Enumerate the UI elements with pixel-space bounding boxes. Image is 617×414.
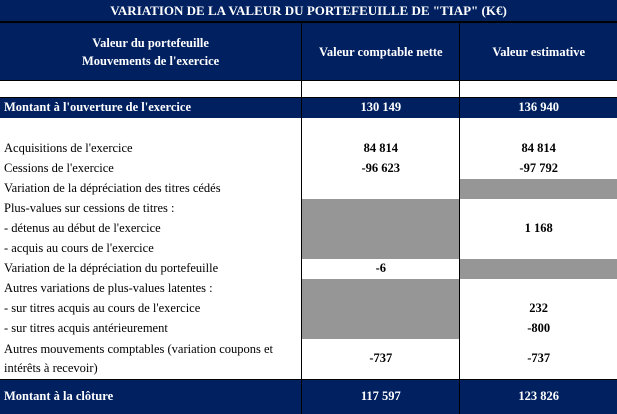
row-label: Acquisitions de l'exercice <box>4 141 133 155</box>
table-row: - détenus au début de l'exercice 1 168 <box>0 218 617 239</box>
table-row: - sur titres acquis au cours de l'exerci… <box>0 298 617 319</box>
row-ve: 1 168 <box>459 218 617 239</box>
shaded-cell <box>301 278 460 339</box>
shaded-cell <box>459 178 617 199</box>
header-col2: Valeur comptable nette <box>301 22 460 81</box>
shaded-cell <box>301 198 460 259</box>
row-vcn: 84 814 <box>301 138 460 159</box>
table-title: VARIATION DE LA VALEUR DU PORTEFEUILLE D… <box>0 0 617 23</box>
row-label: Plus-values sur cessions de titres : <box>4 201 175 215</box>
opening-row: Montant à l'ouverture de l'exercice 130 … <box>0 97 617 118</box>
closing-row: Montant à la clôture 117 597 123 826 <box>0 379 617 414</box>
row-label: Variation de la dépréciation des titres … <box>4 181 221 195</box>
table-row: Autres variations de plus-values latente… <box>0 278 617 339</box>
opening-vcn: 130 149 <box>301 97 460 118</box>
header-row: Valeur du portefeuille Mouvements de l'ex… <box>0 22 617 81</box>
row-ve: 84 814 <box>459 138 617 159</box>
table-row: Variation de la dépréciation des titres … <box>0 178 617 199</box>
table-row: - acquis au cours de l'exercice <box>0 238 617 259</box>
header-col1-line1: Valeur du portefeuille <box>92 35 209 50</box>
shaded-cell <box>459 258 617 279</box>
closing-vcn: 117 597 <box>301 379 460 414</box>
blank-row <box>0 80 617 98</box>
row-vcn: -6 <box>301 258 460 279</box>
table-title-row: VARIATION DE LA VALEUR DU PORTEFEUILLE D… <box>0 0 617 23</box>
header-col3: Valeur estimative <box>459 22 617 81</box>
row-ve <box>459 198 617 219</box>
closing-label: Montant à la clôture <box>0 379 302 414</box>
row-label: Autres variations de plus-values latente… <box>4 281 213 295</box>
row-label: - sur titres acquis au cours de l'exerci… <box>4 301 201 315</box>
row-label: - acquis au cours de l'exercice <box>4 241 154 255</box>
opening-ve: 136 940 <box>459 97 617 118</box>
header-col1-line2: Mouvements de l'exercice <box>81 53 220 68</box>
table-row: - sur titres acquis antérieurement -800 <box>0 318 617 339</box>
row-label: - détenus au début de l'exercice <box>4 221 161 235</box>
table-row: Acquisitions de l'exercice 84 814 84 814 <box>0 138 617 159</box>
table-row: Cessions de l'exercice -96 623 -97 792 <box>0 158 617 179</box>
header-col1: Valeur du portefeuille Mouvements de l'ex… <box>0 22 302 81</box>
row-vcn: -737 <box>301 338 460 380</box>
opening-label: Montant à l'ouverture de l'exercice <box>0 97 302 118</box>
row-ve: -97 792 <box>459 158 617 179</box>
closing-ve: 123 826 <box>459 379 617 414</box>
row-ve: -800 <box>459 318 617 339</box>
row-ve <box>459 278 617 299</box>
blank-row <box>0 117 617 139</box>
row-ve: -737 <box>459 338 617 380</box>
row-ve: 232 <box>459 298 617 319</box>
table-row: Autres mouvements comptables (variation … <box>0 338 617 380</box>
row-label: Autres mouvements comptables (variation … <box>0 339 302 380</box>
row-vcn: -96 623 <box>301 158 460 179</box>
table-row: Plus-values sur cessions de titres : <box>0 198 617 259</box>
row-label-line2: intérêts à recevoir) <box>4 360 98 375</box>
row-ve <box>459 238 617 259</box>
row-label: Variation de la dépréciation du portefeu… <box>4 261 219 275</box>
row-label: Cessions de l'exercice <box>4 161 114 175</box>
table-row: Variation de la dépréciation du portefeu… <box>0 258 617 279</box>
row-label-line1: Autres mouvements comptables (variation … <box>4 341 274 356</box>
row-vcn <box>301 178 460 199</box>
row-label: - sur titres acquis antérieurement <box>4 321 168 335</box>
